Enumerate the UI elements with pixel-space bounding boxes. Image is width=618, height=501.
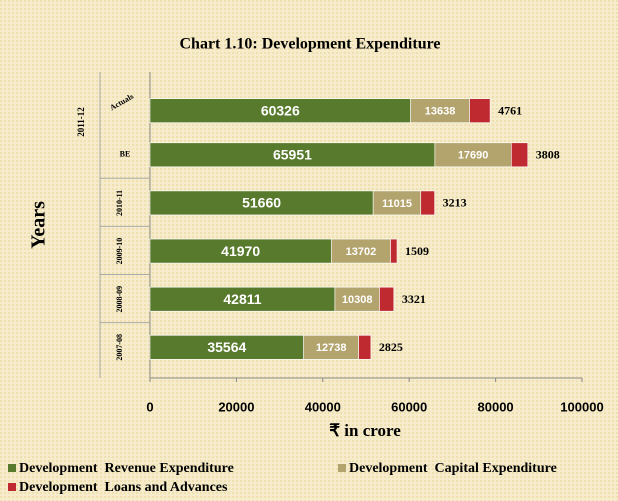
chart-title: Chart 1.10: Development Expenditure — [179, 36, 440, 53]
x-tick-label: 40000 — [305, 399, 341, 414]
value-label: 65951 — [273, 147, 312, 163]
value-label: 3808 — [536, 148, 560, 162]
value-label: 17690 — [458, 150, 489, 162]
legend-label: Development Revenue Expenditure — [19, 461, 234, 476]
x-tick-label: 20000 — [218, 399, 254, 414]
legend-label: Development Capital Expenditure — [349, 461, 557, 476]
value-label: 51660 — [242, 195, 281, 211]
value-label: 35564 — [207, 339, 246, 355]
bar-segment — [149, 98, 411, 123]
value-label: 13638 — [425, 106, 456, 118]
category-label: 2010-11 — [115, 190, 124, 216]
value-label: 42811 — [223, 291, 261, 307]
category-label: 2007-08 — [115, 334, 124, 361]
bar-segment — [511, 142, 529, 168]
legend-marker — [8, 464, 16, 472]
legend-marker — [338, 464, 346, 472]
bar-segment — [358, 335, 372, 360]
bar-segment — [420, 190, 435, 216]
bar-segment — [469, 98, 491, 123]
legend-label: Development Loans and Advances — [19, 480, 228, 495]
value-label: 3213 — [443, 196, 467, 210]
value-label: 13702 — [346, 246, 377, 258]
x-tick-label: 100000 — [560, 399, 603, 414]
value-label: 12738 — [316, 342, 347, 354]
bar-segment — [379, 286, 395, 312]
value-label: 3321 — [402, 292, 426, 306]
x-tick-label: 80000 — [478, 399, 514, 414]
x-tick-label: 60000 — [391, 399, 427, 414]
bar-segment — [390, 238, 398, 264]
value-label: 10308 — [342, 294, 373, 306]
value-label: 60326 — [261, 102, 300, 118]
bar-segment — [434, 142, 512, 168]
x-axis-label: ₹ in crore — [329, 421, 401, 440]
category-label: 2008-09 — [115, 286, 124, 313]
value-label: 4761 — [498, 103, 522, 117]
bar-segment — [149, 238, 332, 264]
bar-segment — [149, 142, 436, 168]
bar-segment — [149, 190, 374, 216]
category-label: BE — [120, 150, 131, 159]
group-label: 2011-12 — [76, 107, 86, 137]
category-label: 2009-10 — [115, 238, 124, 265]
value-label: 11015 — [382, 198, 412, 210]
bar-segment — [334, 286, 380, 312]
x-tick-label: 0 — [146, 399, 153, 414]
legend-marker — [8, 483, 16, 491]
value-label: 41970 — [221, 243, 260, 259]
value-label: 2825 — [379, 340, 403, 354]
bar-segment — [149, 335, 304, 360]
bar-segment — [372, 190, 422, 216]
bar-segment — [149, 286, 336, 312]
y-axis-label: Years — [28, 201, 50, 249]
value-label: 1509 — [405, 244, 429, 258]
